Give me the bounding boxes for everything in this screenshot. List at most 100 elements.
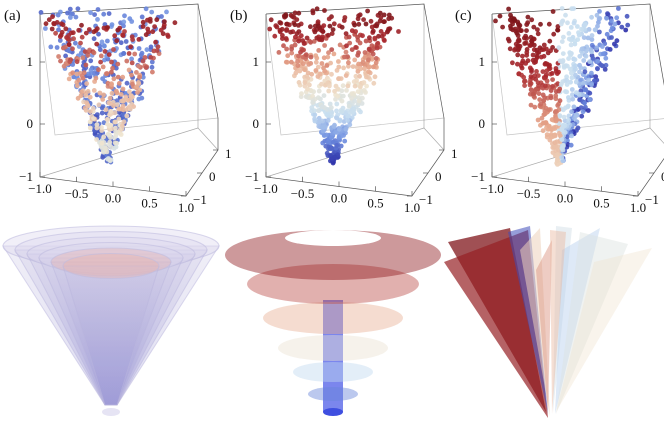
scatter-point (335, 93, 341, 99)
scatter-point (124, 113, 130, 119)
scatter-point (343, 31, 349, 36)
scatter-point (126, 51, 132, 56)
scatter-point (85, 89, 91, 94)
scatter-point (137, 75, 142, 80)
scatter-point (528, 81, 534, 86)
scatter-point (70, 30, 76, 36)
scatter-point (360, 33, 365, 39)
scatter-point (573, 113, 579, 118)
scatter-point (107, 142, 112, 148)
scatter-point (552, 132, 558, 138)
scatter-point (574, 90, 579, 95)
scatter-point (607, 47, 613, 52)
scatter-point (538, 54, 544, 60)
scatter-point (96, 31, 101, 37)
scatter-point (56, 54, 61, 59)
scatter-point (582, 100, 587, 106)
scatter-point (321, 55, 327, 61)
scatter-point (71, 36, 76, 42)
scatter-point (514, 30, 520, 36)
x-tick-label: 0.5 (593, 195, 609, 210)
scatter-point (132, 51, 138, 57)
scatter-point (616, 6, 621, 11)
scatter-point (550, 9, 556, 14)
scatter-point (300, 61, 306, 67)
scatter-point (562, 123, 568, 128)
scatter-point (563, 89, 568, 94)
scatter-point (152, 24, 158, 29)
scatter-point (544, 132, 550, 138)
scatter-point (384, 29, 390, 35)
z-tick-label: 0 (661, 169, 664, 184)
scatter-point (377, 10, 383, 16)
scatter-point (57, 38, 63, 43)
scatter-point (82, 49, 88, 54)
scatter-point (336, 59, 341, 64)
scatter-point (349, 95, 354, 101)
scatter-point (560, 51, 566, 56)
scatter-point (546, 63, 552, 69)
scatter-point (531, 42, 537, 48)
scatter-point (512, 47, 517, 53)
scatter-point (564, 134, 570, 140)
scatter-point (522, 79, 527, 84)
scatter-point (561, 34, 566, 40)
scatter-point (597, 9, 602, 14)
scatter-point (100, 64, 106, 70)
y-tick-label: 1 (253, 54, 260, 69)
scatter-point (540, 69, 546, 74)
scatter-point (120, 123, 125, 129)
scatter-point (361, 80, 367, 85)
scatter-point (614, 38, 620, 44)
scatter-point (296, 38, 302, 44)
scatter-point (142, 55, 148, 60)
scatter-point (529, 69, 534, 74)
scatter-point (109, 59, 114, 65)
scatter-point (66, 48, 71, 53)
scatter-point (66, 76, 72, 82)
scatter-point (110, 65, 115, 71)
scatter-point (366, 57, 371, 63)
scatter-point (563, 12, 568, 18)
scatter-point (107, 157, 112, 163)
z-tick-label: −1 (419, 192, 433, 207)
z-tick-label: −1 (193, 192, 207, 207)
scatter-point (548, 88, 554, 93)
scatter-point (296, 10, 302, 16)
axis-ticks: 10−1−1.0 −0.5 0.0 0.5 1.010−110−1−1.0 −0.5 0.0… (19, 54, 664, 215)
scatter-point (148, 55, 154, 60)
scatter-point (557, 98, 563, 104)
scatter-point (105, 131, 111, 137)
scatter-point (604, 31, 610, 37)
scatter-point (149, 64, 155, 70)
scatter-point (155, 44, 161, 50)
scatter-point (600, 51, 606, 57)
scatter-point (372, 74, 378, 80)
x-tick-label: −0.5 (517, 186, 541, 201)
scatter-point (582, 22, 588, 28)
scatter-point (116, 116, 122, 122)
scatter-point (572, 57, 578, 62)
wedge (536, 240, 552, 414)
cone-apex (102, 408, 120, 416)
scatter-point (569, 70, 574, 76)
scatter-point (540, 92, 546, 98)
scatter-point (506, 6, 511, 12)
scatter-point (571, 20, 577, 26)
scatter-point (345, 118, 350, 123)
scatter-point (162, 19, 167, 24)
scatter-point (524, 22, 530, 27)
scatter-point (343, 73, 349, 78)
scatter-point (115, 27, 121, 33)
scatter-point (149, 59, 155, 65)
scatter-point (575, 24, 580, 29)
scatter-point (343, 49, 349, 55)
scatter-point (539, 115, 545, 121)
scatter-point (92, 12, 97, 17)
scatter-point (129, 72, 134, 78)
scatter-point (343, 126, 349, 132)
scatter-point (357, 73, 362, 79)
scatter-point (76, 77, 82, 83)
scatter-point (102, 145, 108, 151)
scatter-point (118, 92, 124, 97)
